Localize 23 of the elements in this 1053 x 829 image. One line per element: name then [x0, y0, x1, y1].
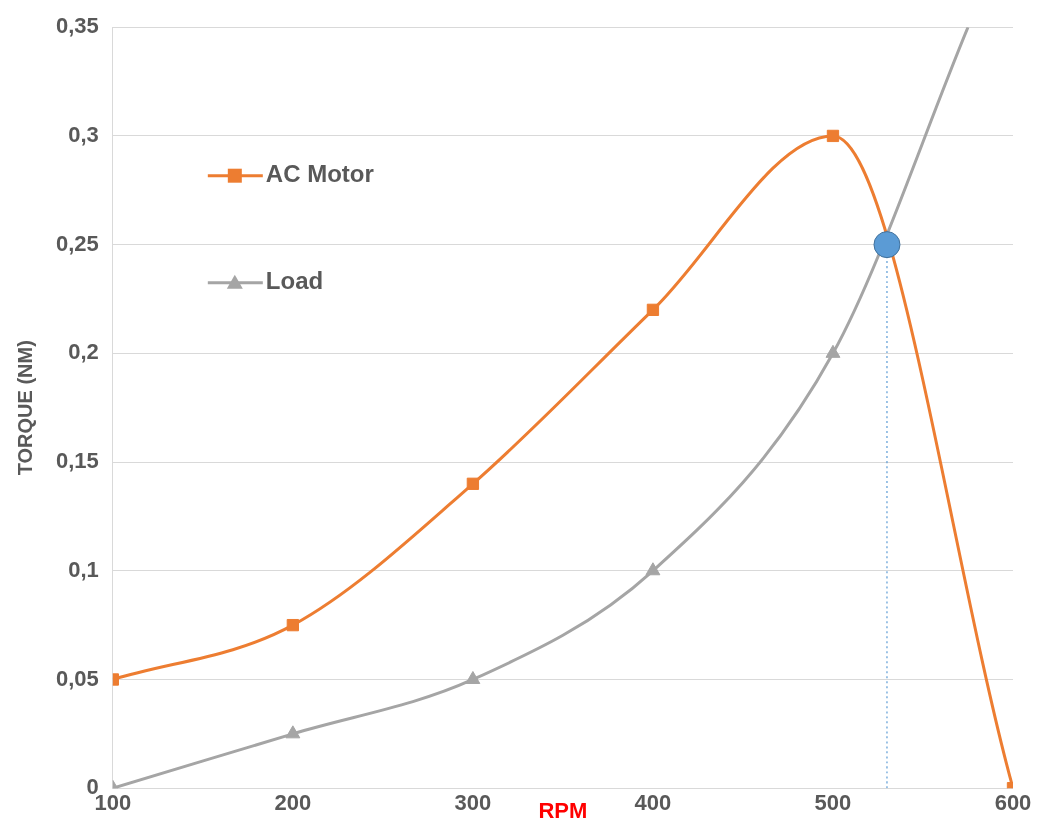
- legend-label: AC Motor: [265, 160, 374, 188]
- y-tick-label: 0,05: [55, 665, 99, 691]
- legend-label: Load: [265, 267, 324, 295]
- point: [646, 303, 660, 317]
- point: [645, 562, 661, 576]
- y-tick-label: 0,3: [68, 121, 99, 147]
- x-tick-label: 500: [814, 790, 852, 816]
- y-tick-label: 0,2: [68, 339, 99, 365]
- point: [826, 129, 840, 143]
- x-tick-label: 600: [994, 790, 1032, 816]
- point: [466, 477, 480, 490]
- x-axis-title: RPM: [538, 797, 588, 823]
- point: [285, 725, 301, 739]
- point: [465, 670, 481, 684]
- x-tick-label: 200: [274, 790, 312, 816]
- y-axis-title: TORQUE (NM): [13, 340, 36, 476]
- x-tick-label: 400: [634, 790, 672, 816]
- y-tick-label: 0,15: [55, 448, 99, 474]
- y-tick-label: 0,1: [68, 556, 99, 582]
- y-tick-label: 0,35: [55, 13, 99, 39]
- y-tick-label: 0,25: [55, 230, 99, 256]
- x-tick-label: 300: [454, 790, 492, 816]
- point: [286, 618, 300, 632]
